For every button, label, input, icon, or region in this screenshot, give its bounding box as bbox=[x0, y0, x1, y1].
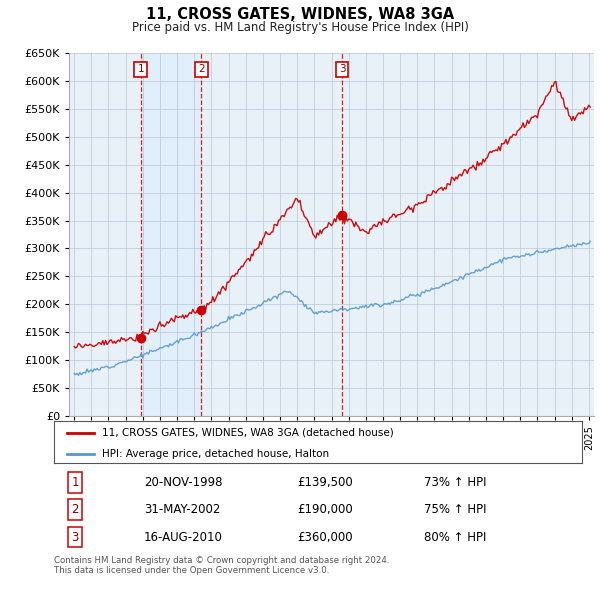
Text: Contains HM Land Registry data © Crown copyright and database right 2024.
This d: Contains HM Land Registry data © Crown c… bbox=[54, 556, 389, 575]
Text: £190,000: £190,000 bbox=[297, 503, 353, 516]
Text: 20-NOV-1998: 20-NOV-1998 bbox=[144, 476, 222, 489]
Text: 3: 3 bbox=[71, 531, 79, 544]
Text: 16-AUG-2010: 16-AUG-2010 bbox=[144, 531, 223, 544]
Text: HPI: Average price, detached house, Halton: HPI: Average price, detached house, Halt… bbox=[101, 449, 329, 459]
Bar bbox=[141, 53, 202, 416]
Text: £139,500: £139,500 bbox=[297, 476, 353, 489]
Text: 73% ↑ HPI: 73% ↑ HPI bbox=[424, 476, 486, 489]
Text: 3: 3 bbox=[339, 64, 346, 74]
Text: 80% ↑ HPI: 80% ↑ HPI bbox=[424, 531, 486, 544]
Text: Price paid vs. HM Land Registry's House Price Index (HPI): Price paid vs. HM Land Registry's House … bbox=[131, 21, 469, 34]
Text: 2: 2 bbox=[198, 64, 205, 74]
Text: 1: 1 bbox=[71, 476, 79, 489]
Text: 2: 2 bbox=[71, 503, 79, 516]
Text: £360,000: £360,000 bbox=[297, 531, 353, 544]
Text: 31-MAY-2002: 31-MAY-2002 bbox=[144, 503, 220, 516]
Text: 1: 1 bbox=[137, 64, 144, 74]
Text: 11, CROSS GATES, WIDNES, WA8 3GA: 11, CROSS GATES, WIDNES, WA8 3GA bbox=[146, 7, 454, 22]
Text: 75% ↑ HPI: 75% ↑ HPI bbox=[424, 503, 486, 516]
Text: 11, CROSS GATES, WIDNES, WA8 3GA (detached house): 11, CROSS GATES, WIDNES, WA8 3GA (detach… bbox=[101, 428, 393, 438]
